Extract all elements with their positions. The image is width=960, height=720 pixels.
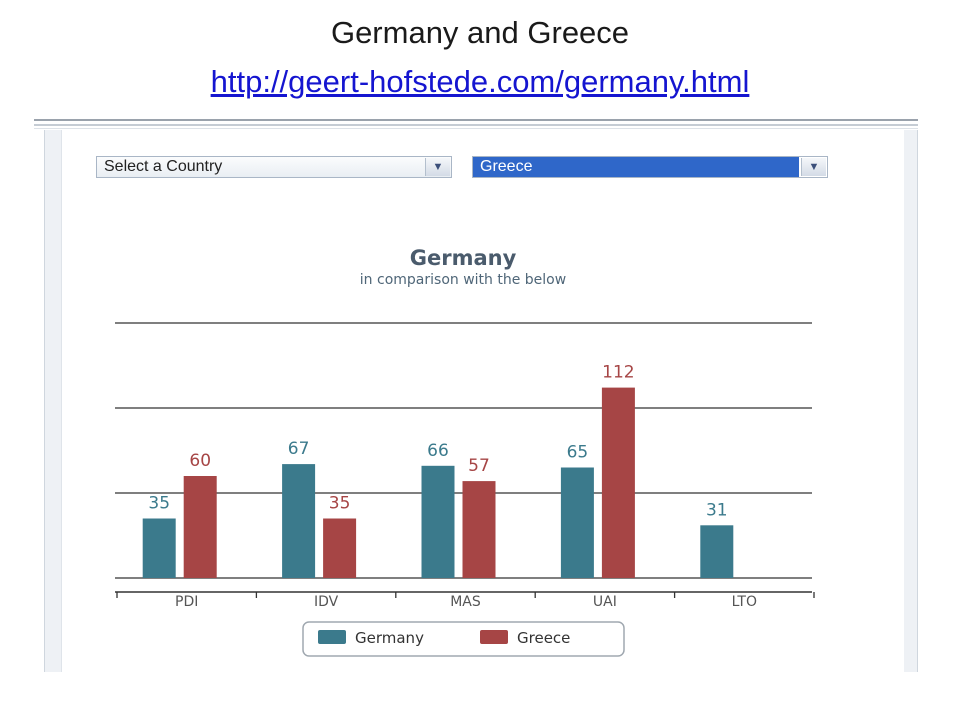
screenshot-top-rule <box>34 124 918 126</box>
legend-label: Germany <box>355 629 424 647</box>
slide-title: Germany and Greece <box>330 15 630 50</box>
data-label: 31 <box>706 500 728 520</box>
country-select-2-value: Greece <box>473 157 799 177</box>
data-label: 66 <box>427 441 449 461</box>
data-label: 57 <box>468 456 490 476</box>
screenshot-top-rule <box>34 128 918 129</box>
bar-greece <box>462 481 496 578</box>
x-tick-label: LTO <box>732 594 757 610</box>
screenshot-panel <box>61 130 904 672</box>
bar-germany <box>142 518 176 578</box>
data-label: 65 <box>567 443 589 463</box>
screenshot-left-frame <box>44 130 61 672</box>
data-label: 35 <box>148 494 170 514</box>
data-label: 60 <box>189 451 211 471</box>
x-tick-label: PDI <box>175 594 198 610</box>
legend <box>302 621 625 657</box>
country-select-2[interactable]: Greece ▼ <box>472 156 828 178</box>
data-label: 112 <box>602 363 634 383</box>
x-tick-label: MAS <box>450 594 481 610</box>
country-select-1-value: Select a Country <box>104 158 223 175</box>
x-tick-label: IDV <box>314 594 339 610</box>
chevron-down-icon[interactable]: ▼ <box>425 158 450 176</box>
source-link[interactable]: http://geert-hofstede.com/germany.html <box>210 64 750 99</box>
bar-greece <box>183 476 217 578</box>
x-tick-label: UAI <box>593 594 617 610</box>
bar-germany <box>282 464 316 578</box>
data-label: 67 <box>288 439 310 459</box>
chart-title: Germany <box>410 246 517 270</box>
bar-germany <box>560 467 594 578</box>
legend-swatch <box>318 630 346 644</box>
chart-subtitle: in comparison with the below <box>360 272 566 288</box>
screenshot-top-rule <box>34 119 918 121</box>
screenshot-right-frame <box>903 130 918 672</box>
bar-germany <box>700 525 734 578</box>
legend-swatch <box>480 630 508 644</box>
bar-greece <box>601 387 635 578</box>
legend-label: Greece <box>517 629 570 647</box>
bar-germany <box>421 465 455 578</box>
chevron-down-icon[interactable]: ▼ <box>801 158 826 176</box>
bar-greece <box>323 518 357 578</box>
country-select-1[interactable]: Select a Country ▼ <box>96 156 452 178</box>
data-label: 35 <box>329 494 351 514</box>
source-link-wrap: http://geert-hofstede.com/germany.html <box>0 62 960 102</box>
